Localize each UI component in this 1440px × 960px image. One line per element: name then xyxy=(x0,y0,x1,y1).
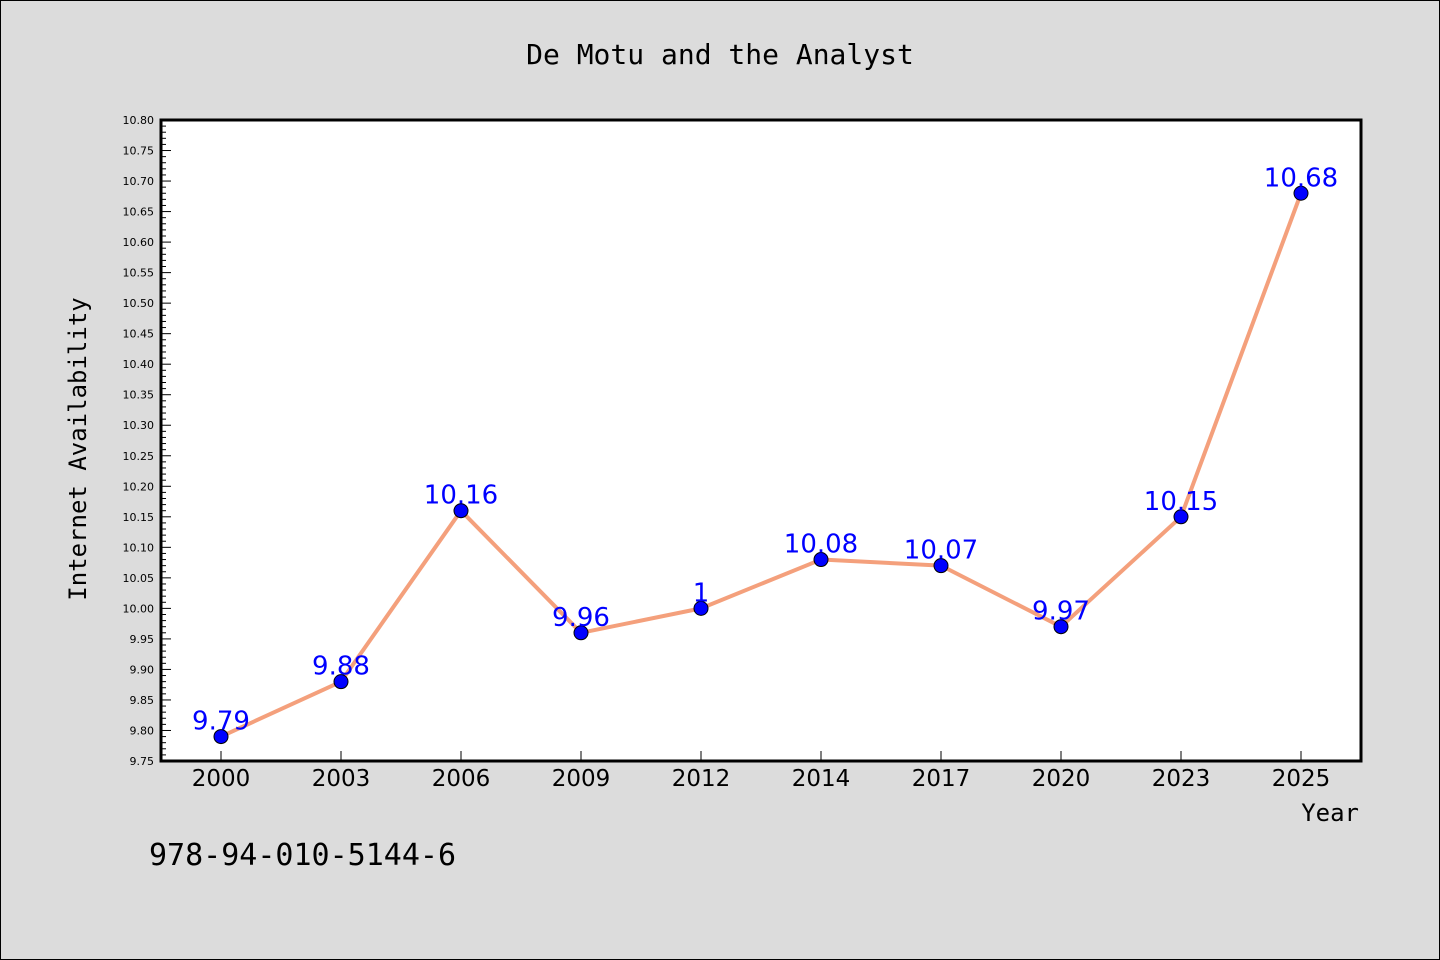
data-label: 9.88 xyxy=(312,652,370,682)
x-tick-label: 2000 xyxy=(192,766,251,792)
data-label: 10.07 xyxy=(904,536,978,566)
y-tick-label: 10.60 xyxy=(123,236,155,249)
data-label: 1 xyxy=(693,578,710,608)
data-label: 9.79 xyxy=(192,707,250,737)
y-tick-label: 9.95 xyxy=(130,633,155,646)
y-tick-label: 10.75 xyxy=(123,145,155,158)
data-point xyxy=(1173,509,1189,525)
y-tick-label: 10.80 xyxy=(123,114,155,127)
x-tick-label: 2009 xyxy=(552,766,611,792)
x-tick-label: 2014 xyxy=(792,766,851,792)
chart-title: De Motu and the Analyst xyxy=(526,38,914,71)
footer-isbn: 978-94-010-5144-6 xyxy=(149,838,456,873)
data-point xyxy=(573,625,589,641)
y-tick-label: 9.75 xyxy=(130,755,155,768)
x-tick-label: 2003 xyxy=(312,766,371,792)
y-axis-ticks: 9.75 9.80 9.85 9.90 9.95 10.00 10.05 10.10 10.15… xyxy=(123,114,171,768)
data-point xyxy=(1053,619,1069,635)
data-label: 10.16 xyxy=(424,481,498,511)
data-label: 9.96 xyxy=(552,603,610,633)
y-tick-label: 10.05 xyxy=(123,572,155,585)
x-tick-label: 2017 xyxy=(912,766,971,792)
data-label: 10.08 xyxy=(784,530,858,560)
x-tick-label: 2006 xyxy=(432,766,491,792)
y-tick-label: 10.45 xyxy=(123,328,155,341)
y-tick-label: 10.15 xyxy=(123,511,155,524)
y-tick-label: 10.40 xyxy=(123,358,155,371)
y-tick-label: 10.55 xyxy=(123,267,155,280)
series-line xyxy=(220,192,1303,739)
data-labels: 9.79 9.88 10.16 9.96 1 10.08 10.07 9.97 10.15 10.… xyxy=(192,163,1338,736)
data-point xyxy=(1293,185,1309,201)
data-label: 9.97 xyxy=(1032,597,1090,627)
data-point xyxy=(933,558,949,574)
x-axis-label: Year xyxy=(1301,799,1359,827)
x-tick-label: 2012 xyxy=(672,766,731,792)
data-label: 10.68 xyxy=(1264,163,1338,193)
data-point xyxy=(693,600,709,616)
y-tick-label: 10.35 xyxy=(123,389,155,402)
x-axis-ticks: 2000 2003 2006 2009 2012 2014 2017 2020 2023 2025 xyxy=(192,751,1331,792)
y-tick-label: 9.85 xyxy=(130,694,155,707)
y-tick-label: 10.50 xyxy=(123,297,155,310)
y-tick-label: 10.20 xyxy=(123,480,155,493)
series-line-group xyxy=(220,192,1303,739)
data-point xyxy=(333,674,349,690)
data-point xyxy=(813,552,829,568)
y-tick-label: 9.80 xyxy=(130,724,155,737)
y-tick-label: 10.10 xyxy=(123,541,155,554)
data-points xyxy=(213,185,1309,745)
x-tick-label: 2023 xyxy=(1152,766,1211,792)
x-tick-label: 2025 xyxy=(1272,766,1331,792)
y-tick-label: 9.90 xyxy=(130,663,155,676)
y-axis-label: Internet Availability xyxy=(64,297,92,600)
x-tick-label: 2020 xyxy=(1032,766,1091,792)
y-tick-label: 10.00 xyxy=(123,602,155,615)
data-point xyxy=(213,729,229,745)
y-tick-label: 10.25 xyxy=(123,450,155,463)
y-tick-label: 10.65 xyxy=(123,206,155,219)
data-point xyxy=(453,503,469,519)
y-tick-label: 10.70 xyxy=(123,175,155,188)
y-tick-label: 10.30 xyxy=(123,419,155,432)
data-label: 10.15 xyxy=(1144,487,1218,517)
